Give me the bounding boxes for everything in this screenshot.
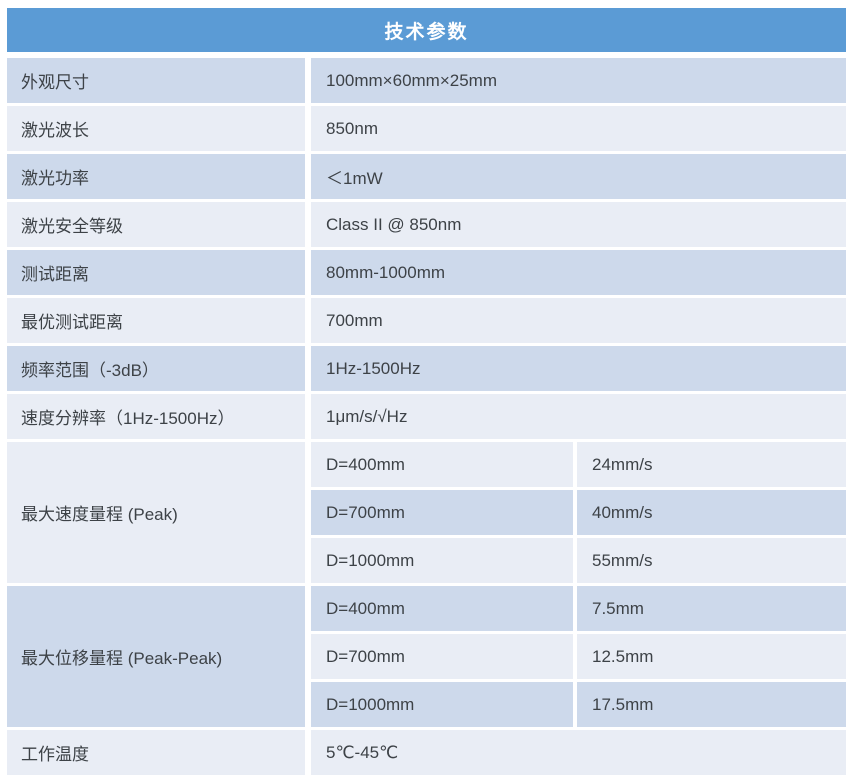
spec-value: 55mm/s xyxy=(577,538,846,583)
spec-value: 40mm/s xyxy=(577,490,846,535)
spec-group-label: 最大位移量程 (Peak-Peak) xyxy=(7,586,311,727)
table-title-text: 技术参数 xyxy=(384,21,469,43)
spec-row-optimal-distance: 最优测试距离 700mm xyxy=(7,298,846,343)
spec-label: 外观尺寸 xyxy=(7,58,311,103)
spec-row-velocity-resolution: 速度分辨率（1Hz-1500Hz） 1μm/s/√Hz xyxy=(7,394,846,439)
spec-label: 工作温度 xyxy=(7,730,311,775)
spec-value: 850nm xyxy=(311,106,846,151)
spec-row-max-velocity-1: 最大速度量程 (Peak) D=400mm 24mm/s xyxy=(7,442,846,583)
spec-row-wavelength: 激光波长 850nm xyxy=(7,106,846,151)
spec-condition: D=1000mm xyxy=(311,682,577,727)
spec-value: 17.5mm xyxy=(577,682,846,727)
spec-table: 外观尺寸 100mm×60mm×25mm 激光波长 850nm 激光功率 ＜1m… xyxy=(7,55,846,778)
spec-value: Class II @ 850nm xyxy=(311,202,846,247)
spec-value: ＜1mW xyxy=(311,154,846,199)
spec-value: 1μm/s/√Hz xyxy=(311,394,846,439)
spec-condition: D=700mm xyxy=(311,490,577,535)
spec-value: 5℃-45℃ xyxy=(311,730,846,775)
spec-value: 80mm-1000mm xyxy=(311,250,846,295)
spec-label: 速度分辨率（1Hz-1500Hz） xyxy=(7,394,311,439)
spec-row-max-displacement-1: 最大位移量程 (Peak-Peak) D=400mm 7.5mm xyxy=(7,586,846,727)
spec-condition: D=1000mm xyxy=(311,538,577,583)
spec-row-max-displacement-2: D=700mm 12.5mm xyxy=(7,634,846,679)
spec-condition: D=400mm xyxy=(311,442,577,487)
spec-value: 24mm/s xyxy=(577,442,846,487)
spec-row-max-velocity-3: D=1000mm 55mm/s xyxy=(7,538,846,583)
spec-group-label: 最大速度量程 (Peak) xyxy=(7,442,311,583)
table-title: 技术参数 xyxy=(7,8,846,52)
spec-label: 最优测试距离 xyxy=(7,298,311,343)
spec-row-test-distance: 测试距离 80mm-1000mm xyxy=(7,250,846,295)
spec-value: 1Hz-1500Hz xyxy=(311,346,846,391)
spec-label: 激光波长 xyxy=(7,106,311,151)
spec-row-operating-temperature: 工作温度 5℃-45℃ xyxy=(7,730,846,775)
spec-row-laser-power: 激光功率 ＜1mW xyxy=(7,154,846,199)
spec-condition: D=700mm xyxy=(311,634,577,679)
spec-value: 100mm×60mm×25mm xyxy=(311,58,846,103)
spec-row-max-velocity-2: D=700mm 40mm/s xyxy=(7,490,846,535)
spec-label: 频率范围（-3dB） xyxy=(7,346,311,391)
spec-label: 激光安全等级 xyxy=(7,202,311,247)
spec-row-max-displacement-3: D=1000mm 17.5mm xyxy=(7,682,846,727)
spec-value: 7.5mm xyxy=(577,586,846,631)
spec-row-frequency-range: 频率范围（-3dB） 1Hz-1500Hz xyxy=(7,346,846,391)
spec-label: 激光功率 xyxy=(7,154,311,199)
spec-label: 测试距离 xyxy=(7,250,311,295)
spec-value: 700mm xyxy=(311,298,846,343)
spec-condition: D=400mm xyxy=(311,586,577,631)
spec-row-safety-class: 激光安全等级 Class II @ 850nm xyxy=(7,202,846,247)
spec-value: 12.5mm xyxy=(577,634,846,679)
spec-row-dimensions: 外观尺寸 100mm×60mm×25mm xyxy=(7,58,846,103)
